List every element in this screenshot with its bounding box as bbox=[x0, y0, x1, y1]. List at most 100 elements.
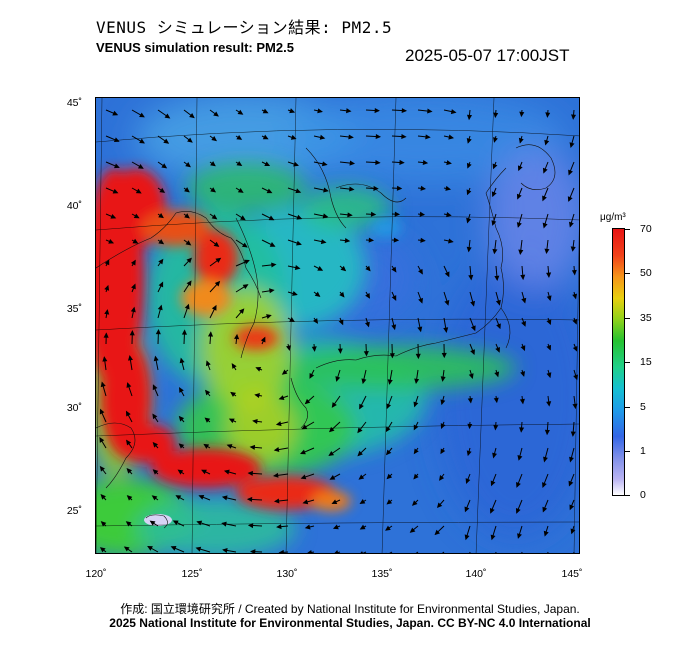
wind-arrow-head bbox=[214, 280, 221, 287]
wind-arrow-head bbox=[113, 137, 120, 143]
wind-arrow-head bbox=[139, 138, 145, 144]
wind-arrow-head bbox=[569, 142, 575, 148]
wind-arrow-head bbox=[102, 356, 108, 362]
wind-arrow-head bbox=[516, 482, 521, 488]
wind-arrow-head bbox=[413, 424, 419, 431]
wind-arrow-head bbox=[211, 304, 217, 311]
lat-label-35: 35˚ bbox=[66, 303, 82, 315]
wind-arrow-head bbox=[268, 215, 275, 221]
wind-arrow-head bbox=[296, 214, 303, 220]
wind-arrow-head bbox=[492, 163, 498, 170]
wind-arrow-head bbox=[210, 161, 216, 167]
wind-arrow-head bbox=[238, 308, 245, 314]
wind-arrow-head bbox=[440, 376, 446, 382]
wind-arrow-head bbox=[467, 398, 473, 404]
wind-arrow-head bbox=[544, 429, 550, 436]
wind-arrow-head bbox=[158, 258, 164, 265]
wind-arrow-head bbox=[289, 317, 295, 322]
wind-arrow-head bbox=[271, 262, 277, 268]
wind-arrow-head bbox=[228, 418, 235, 424]
wind-arrow-head bbox=[334, 550, 339, 553]
wind-arrow-head bbox=[440, 399, 446, 406]
wind-arrow-head bbox=[234, 333, 240, 340]
wind-arrow-head bbox=[100, 494, 106, 500]
wind-arrow-head bbox=[292, 290, 298, 296]
wind-arrow-head bbox=[496, 323, 501, 330]
wind-arrow-head bbox=[147, 545, 153, 551]
wind-arrow-head bbox=[269, 288, 275, 294]
map-canvas bbox=[96, 98, 579, 553]
wind-arrow-head bbox=[365, 292, 370, 299]
wind-arrow-head bbox=[364, 321, 370, 328]
wind-arrow-head bbox=[373, 185, 379, 191]
wind-arrow-head bbox=[266, 188, 273, 194]
wind-arrow-head bbox=[302, 499, 309, 505]
colorbar-tick bbox=[625, 451, 630, 452]
wind-arrow-head bbox=[470, 325, 476, 332]
colorbar-tick bbox=[625, 273, 630, 274]
wind-arrow-head bbox=[386, 499, 393, 505]
wind-arrow-head bbox=[300, 449, 306, 455]
wind-arrow-head bbox=[493, 397, 499, 404]
wind-arrow-head bbox=[518, 137, 524, 144]
wind-arrow-head bbox=[444, 299, 450, 306]
colorbar-tick bbox=[625, 362, 630, 363]
wind-arrow-head bbox=[247, 470, 253, 476]
wind-arrow-head bbox=[349, 186, 355, 192]
wind-arrow-head bbox=[152, 469, 159, 475]
wind-arrow-head bbox=[492, 248, 498, 255]
wind-arrow-head bbox=[159, 187, 166, 193]
colorbar-label-70: 70 bbox=[640, 223, 652, 235]
wind-arrow-head bbox=[517, 533, 522, 539]
colorbar-tick bbox=[625, 318, 630, 319]
wind-arrow-head bbox=[572, 345, 578, 352]
wind-arrow-head bbox=[344, 238, 351, 244]
wind-arrow-head bbox=[296, 240, 302, 246]
wind-arrow-head bbox=[445, 185, 452, 191]
wind-arrow-head bbox=[278, 395, 285, 400]
lon-label-140: 140˚ bbox=[465, 568, 487, 580]
wind-arrow-head bbox=[304, 398, 311, 405]
wind-arrow-head bbox=[571, 114, 577, 120]
wind-arrow-head bbox=[223, 469, 230, 475]
wind-arrow-head bbox=[470, 349, 475, 356]
wind-arrow-head bbox=[164, 113, 171, 119]
wind-arrow-head bbox=[413, 401, 419, 408]
wind-arrow-head bbox=[129, 330, 135, 336]
wind-arrow-head bbox=[211, 214, 218, 220]
wind-arrow-head bbox=[347, 212, 353, 218]
wind-arrow-head bbox=[569, 504, 575, 511]
wind-arrow-head bbox=[211, 135, 218, 142]
wind-arrow-head bbox=[427, 108, 433, 114]
wind-arrow-head bbox=[123, 546, 130, 552]
wind-arrow-head bbox=[237, 109, 244, 115]
wind-arrow-head bbox=[231, 363, 237, 369]
wind-arrow-head bbox=[278, 549, 284, 553]
wind-arrow-head bbox=[300, 474, 307, 480]
wind-arrow-head bbox=[519, 398, 525, 405]
wind-arrow-head bbox=[413, 448, 419, 455]
wind-arrow-head bbox=[311, 346, 317, 352]
wind-arrow-head bbox=[203, 443, 210, 449]
wind-arrow-head bbox=[290, 134, 297, 140]
colorbar-tick bbox=[625, 229, 630, 230]
wind-arrow-head bbox=[359, 499, 366, 505]
pm25-map[interactable] bbox=[95, 97, 580, 554]
wind-arrow-head bbox=[236, 134, 243, 140]
wind-arrow-head bbox=[175, 495, 182, 500]
wind-arrow-head bbox=[464, 506, 470, 513]
lon-label-130: 130˚ bbox=[276, 568, 298, 580]
wind-arrow-head bbox=[241, 242, 248, 248]
wind-arrow-head bbox=[177, 469, 184, 475]
lat-label-30: 30˚ bbox=[66, 402, 82, 414]
wind-arrow-head bbox=[419, 211, 426, 217]
wind-arrow-head bbox=[158, 281, 164, 288]
wind-arrow-head bbox=[100, 381, 106, 388]
wind-arrow-head bbox=[269, 242, 276, 247]
wind-arrow-head bbox=[126, 382, 132, 388]
wind-arrow-head bbox=[207, 331, 214, 337]
wind-arrow-head bbox=[131, 283, 136, 290]
wind-arrow-head bbox=[359, 403, 364, 410]
wind-arrow-head bbox=[401, 133, 407, 140]
wind-arrow-head bbox=[153, 355, 159, 362]
